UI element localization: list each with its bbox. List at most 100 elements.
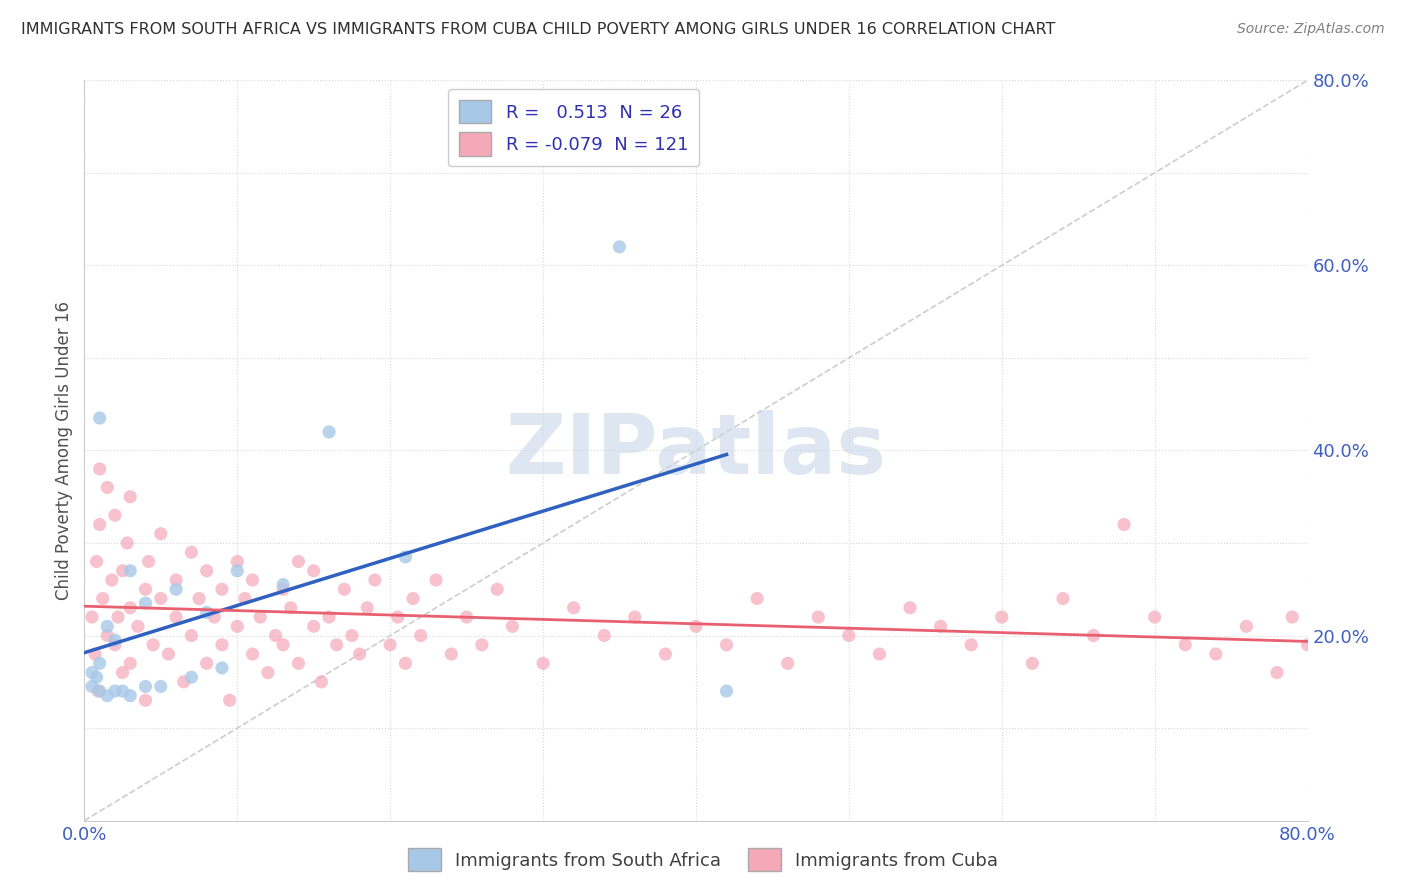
Point: [142, 638, 165, 652]
Point: [271, 577, 294, 591]
Point: [302, 619, 325, 633]
Point: [107, 610, 129, 624]
Point: [104, 638, 127, 652]
Point: [120, 564, 142, 578]
Point: [325, 638, 347, 652]
Point: [333, 582, 356, 597]
Point: [685, 619, 707, 633]
Point: [1143, 610, 1166, 624]
Point: [311, 674, 333, 689]
Point: [211, 582, 233, 597]
Y-axis label: Child Poverty Among Girls Under 16: Child Poverty Among Girls Under 16: [55, 301, 73, 600]
Point: [960, 638, 983, 652]
Text: IMMIGRANTS FROM SOUTH AFRICA VS IMMIGRANTS FROM CUBA CHILD POVERTY AMONG GIRLS U: IMMIGRANTS FROM SOUTH AFRICA VS IMMIGRAN…: [21, 22, 1056, 37]
Point: [991, 610, 1014, 624]
Point: [402, 591, 425, 606]
Point: [180, 670, 202, 684]
Point: [609, 240, 631, 254]
Point: [364, 573, 387, 587]
Point: [195, 564, 218, 578]
Point: [233, 591, 256, 606]
Point: [1296, 638, 1319, 652]
Point: [1265, 665, 1288, 680]
Point: [165, 582, 187, 597]
Point: [86, 554, 108, 569]
Point: [89, 684, 111, 698]
Point: [747, 591, 769, 606]
Point: [271, 582, 294, 597]
Point: [149, 526, 172, 541]
Point: [138, 554, 160, 569]
Point: [89, 462, 111, 476]
Point: [387, 610, 409, 624]
Point: [101, 573, 124, 587]
Point: [502, 619, 524, 633]
Point: [287, 554, 309, 569]
Point: [409, 628, 432, 642]
Point: [242, 573, 264, 587]
Point: [471, 638, 494, 652]
Point: [180, 545, 202, 559]
Point: [135, 680, 157, 694]
Point: [807, 610, 830, 624]
Point: [776, 657, 799, 671]
Point: [84, 647, 107, 661]
Point: [257, 665, 280, 680]
Point: [394, 657, 416, 671]
Point: [425, 573, 447, 587]
Point: [486, 582, 509, 597]
Point: [249, 610, 271, 624]
Point: [394, 549, 416, 564]
Point: [287, 657, 309, 671]
Point: [104, 684, 127, 698]
Point: [80, 680, 103, 694]
Point: [89, 657, 111, 671]
Point: [120, 490, 142, 504]
Point: [135, 596, 157, 610]
Point: [1114, 517, 1136, 532]
Point: [173, 674, 195, 689]
Point: [149, 591, 172, 606]
Point: [318, 425, 340, 439]
Point: [929, 619, 952, 633]
Point: [349, 647, 371, 661]
Point: [654, 647, 676, 661]
Point: [440, 647, 463, 661]
Point: [242, 647, 264, 661]
Point: [87, 684, 110, 698]
Point: [716, 638, 738, 652]
Point: [531, 657, 554, 671]
Point: [96, 628, 118, 642]
Point: [120, 600, 142, 615]
Point: [1205, 647, 1227, 661]
Point: [716, 684, 738, 698]
Point: [456, 610, 478, 624]
Text: Source: ZipAtlas.com: Source: ZipAtlas.com: [1237, 22, 1385, 37]
Point: [165, 573, 187, 587]
Point: [264, 628, 287, 642]
Point: [318, 610, 340, 624]
Point: [226, 554, 249, 569]
Point: [1083, 628, 1105, 642]
Point: [86, 670, 108, 684]
Point: [226, 619, 249, 633]
Point: [127, 619, 149, 633]
Point: [211, 661, 233, 675]
Point: [869, 647, 891, 661]
Point: [195, 657, 218, 671]
Point: [111, 665, 134, 680]
Point: [80, 610, 103, 624]
Point: [838, 628, 860, 642]
Point: [340, 628, 363, 642]
Point: [280, 600, 302, 615]
Point: [111, 564, 134, 578]
Point: [1052, 591, 1074, 606]
Point: [180, 628, 202, 642]
Point: [302, 564, 325, 578]
Legend: R =   0.513  N = 26, R = -0.079  N = 121: R = 0.513 N = 26, R = -0.079 N = 121: [449, 89, 699, 167]
Point: [1021, 657, 1043, 671]
Point: [89, 517, 111, 532]
Point: [195, 606, 218, 620]
Point: [96, 619, 118, 633]
Point: [593, 628, 616, 642]
